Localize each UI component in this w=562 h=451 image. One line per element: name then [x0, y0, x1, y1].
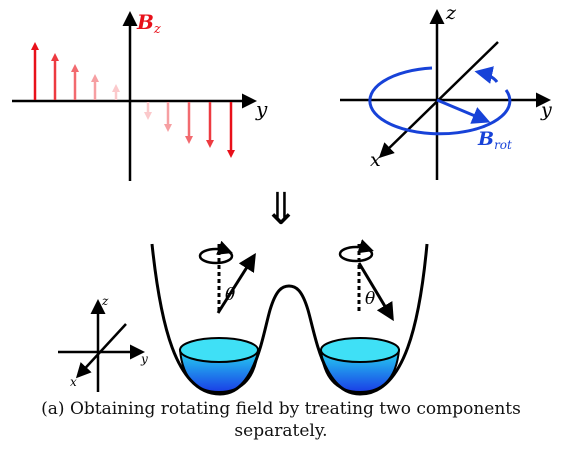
bz-arrow-down-head [144, 112, 152, 120]
precession-arrow-left [216, 240, 233, 255]
precession-loop-right [338, 245, 374, 263]
coordinate-frame-small: z y x [58, 294, 148, 392]
bz-arrow-up-head [51, 53, 59, 61]
z-axis-label: z [101, 294, 109, 308]
spin-vector-left [216, 252, 256, 314]
bz-arrow-up-head [91, 74, 99, 82]
bz-arrow-up-head [71, 64, 79, 72]
rotation-direction-arrow [474, 66, 499, 84]
b-rot-label: Brot [477, 128, 512, 152]
precession-loop-left [198, 247, 234, 265]
figure-caption: (a) Obtaining rotating field by treating… [0, 398, 562, 442]
spin-vector-right [357, 262, 394, 322]
bz-arrow-down-head [206, 140, 214, 148]
panel-double-well: θ θ [150, 239, 429, 396]
bz-arrow-up-head [31, 42, 39, 50]
x-axis-line [75, 323, 127, 379]
x-axis-label: x [70, 375, 77, 389]
theta-label-right: θ [365, 289, 375, 309]
bz-field-arrows [31, 42, 235, 158]
y-axis-label: y [540, 99, 552, 121]
bz-arrow-down-head [227, 150, 235, 158]
liquid-surface-right [320, 337, 400, 363]
theta-label-left: θ [225, 285, 235, 305]
implies-arrow-icon: ⇓ [263, 184, 300, 235]
x-axis-line [378, 41, 499, 159]
caption-line-2: separately. [234, 421, 328, 441]
x-axis-label: x [370, 149, 381, 171]
bz-arrow-up-head [112, 84, 120, 92]
rotation-ellipse [368, 66, 512, 136]
z-axis-label: z [445, 2, 457, 24]
panel-bz-profile: Bz y [12, 10, 268, 181]
caption-line-1: (a) Obtaining rotating field by treating… [41, 399, 521, 419]
y-axis-label: y [140, 352, 148, 366]
bz-axis-label: Bz [136, 10, 161, 37]
y-axis-label: y [255, 97, 268, 121]
double-well-potential [150, 243, 429, 396]
bz-arrow-down-head [185, 136, 193, 144]
panel-rotating-field: Brot z y x [340, 2, 552, 180]
precession-arrow-right [357, 239, 374, 254]
b-rot-vector [436, 98, 491, 124]
liquid-surface-left [179, 337, 259, 363]
bz-arrow-down-head [164, 124, 172, 132]
